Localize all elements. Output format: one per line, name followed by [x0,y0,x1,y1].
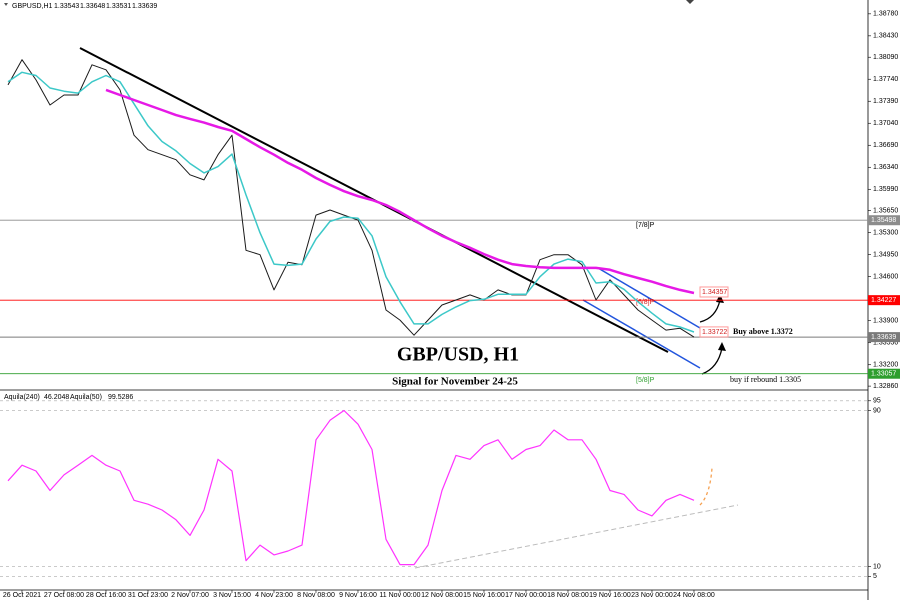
y-tick-label: 1.33550 [873,340,898,347]
x-tick-label: 9 Nov 16:00 [339,592,377,599]
murrey-level: [6/8]P [636,299,655,306]
series-line [7,71,695,333]
x-tick-label: 12 Nov 08:00 [421,592,463,599]
x-tick-label: 26 Oct 2021 [3,592,41,599]
indicator-value: 99.5286 [108,394,133,401]
x-tick-label: 11 Nov 00:00 [379,592,420,599]
x-tick-label: 28 Oct 16:00 [86,592,126,599]
x-tick-label: 4 Nov 23:00 [255,592,293,599]
price-level-label: 1.35498 [871,217,896,224]
high: 1.33648 [80,3,105,10]
price-level-box [868,215,900,226]
y-tick-label: 1.34950 [873,252,898,259]
murrey-level: [7/8]P [636,222,655,229]
open: 1.33543 [54,3,79,10]
price-level-box [868,332,900,343]
y-tick-label: 10 [873,563,881,570]
y-tick-label: 5 [873,573,877,580]
x-tick-label: 2 Nov 07:00 [171,592,209,599]
scroll-marker [686,0,694,4]
murrey-level: [5/8]P [636,377,655,384]
price-level-label: 1.33639 [871,334,896,341]
x-tick-label: 17 Nov 00:00 [505,592,547,599]
y-tick-label: 1.34600 [873,274,898,281]
y-tick-label: 1.37390 [873,98,898,105]
x-tick-label: 23 Nov 00:00 [631,592,673,599]
y-tick-label: 1.38780 [873,11,898,18]
y-tick-label: 1.35650 [873,208,898,215]
price-marker [699,326,729,338]
projection-line [699,467,713,506]
low: 1.33531 [106,3,131,10]
indicator-label: Aquila(240) [4,394,40,401]
y-tick-label: 1.35990 [873,186,898,193]
oscillator-trend-line [414,504,739,569]
annotation-rebound: buy if rebound 1.3305 [730,375,801,384]
price-marker-label: 1.33722 [702,329,727,336]
arrowhead-1 [716,294,724,303]
price-marker [699,286,729,298]
x-tick-label: 18 Nov 08:00 [547,592,589,599]
y-tick-label: 1.38090 [873,54,898,61]
close: 1.33639 [132,3,157,10]
series-line [7,409,695,566]
x-tick-label: 3 Nov 15:00 [213,592,251,599]
annotation-buy: Buy above 1.3372 [733,327,793,336]
y-tick-label: 1.38430 [873,33,898,40]
arrow-up-1 [699,299,721,323]
annotation-title: GBP/USD, H1 [397,344,519,366]
price-level-box [868,295,900,306]
x-tick-label: 27 Oct 08:00 [44,592,84,599]
y-tick-label: 1.35300 [873,230,898,237]
channel-upper [597,267,701,329]
y-tick-label: 1.32860 [873,383,898,390]
arrowhead-2 [718,342,726,351]
y-tick-label: 1.37040 [873,120,898,127]
x-tick-label: 31 Oct 23:00 [128,592,168,599]
y-tick-label: 95 [873,398,881,405]
price-level-label: 1.33057 [871,371,896,378]
x-tick-label: 8 Nov 08:00 [297,592,335,599]
x-tick-label: 19 Nov 16:00 [589,592,631,599]
annotation-subtitle: Signal for November 24-25 [392,376,518,388]
indicator-value: 46.2048 [44,394,69,401]
channel-lower [582,299,701,369]
price-level-label: 1.34227 [871,297,896,304]
arrow-up-2 [701,347,723,375]
symbol: GBPUSD,H1 [12,3,53,10]
symbol-menu-icon [4,3,8,6]
price-level-box [868,368,900,379]
price-marker-label: 1.34357 [702,289,727,296]
x-tick-label: 24 Nov 08:00 [673,592,715,599]
indicator-label: Aquila(50) [70,394,102,401]
y-tick-label: 1.37740 [873,76,898,83]
y-tick-label: 90 [873,407,881,414]
y-tick-label: 1.33200 [873,362,898,369]
y-tick-label: 1.36690 [873,142,898,149]
y-tick-label: 1.36340 [873,164,898,171]
x-tick-label: 15 Nov 16:00 [463,592,505,599]
series-line [105,88,695,295]
y-tick-label: 1.33900 [873,318,898,325]
